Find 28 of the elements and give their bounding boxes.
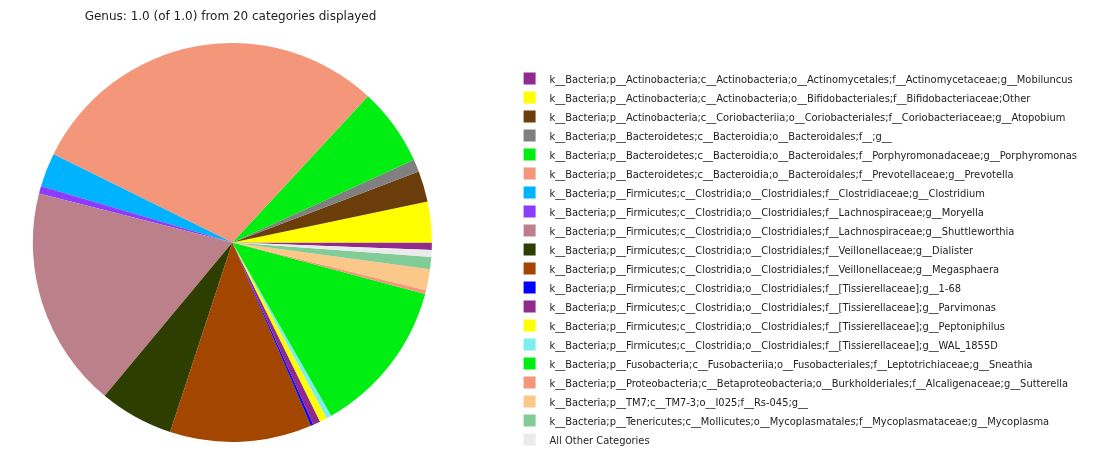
legend-label: All Other Categories [549,433,650,447]
pie-slice [232,201,432,243]
legend-label: k__Bacteria;p__Tenericutes;c__Mollicutes;o__Mycoplasmatales;f__Mycoplasmataceae;g__Mycoplasma [549,414,1050,428]
legend-label: k__Bacteria;p__Firmicutes;c__Clostridia;o__Clostridiales;f__Clostridiaceae;g__Clostridium [549,186,985,200]
legend-label: k__Bacteria;p__Bacteroidetes;c__Bacteroidia;o__Bacteroidales;f__Prevotellaceae;g__Prevotella [549,167,1014,181]
legend-label: k__Bacteria;p__TM7;c__TM7-3;o__I025;f__Rs-045;g__ [549,395,810,409]
pie-slice [32,193,233,396]
pie-slice [53,43,368,243]
legend-label: k__Bacteria;p__Proteobacteria;c__Betaproteobacteria;o__Burkholderiales;f__Alcaligenaceae;g__Sutterella [549,376,1068,390]
pie-slice [40,154,233,243]
legend-label: k__Bacteria;p__Firmicutes;c__Clostridia;o__Clostridiales;f__[Tissierellaceae];g__Peptoniphilus [549,319,1006,333]
legend-label: k__Bacteria;p__Actinobacteria;c__Coriobacteriia;o__Coriobacteriales;f__Coriobacteriaceae;g__Atopobium [549,110,1066,124]
pie-slice [170,242,311,442]
legend-label: k__Bacteria;p__Firmicutes;c__Clostridia;o__Clostridiales;f__[Tissierellaceae];g__1-68 [549,281,962,295]
legend-label: k__Bacteria;p__Firmicutes;c__Clostridia;o__Clostridiales;f__Lachnospiraceae;g__Shuttleworthia [549,224,1015,238]
chart-title: Genus: 1.0 (of 1.0) from 20 categories displayed [84,8,377,23]
pie-slice [104,242,233,433]
legend-label: k__Bacteria;p__Bacteroidetes;c__Bacteroidia;o__Bacteroidales;f__Porphyromonadaceae;g__Porphyromonas [549,148,1077,162]
legend-label: k__Bacteria;p__Fusobacteria;c__Fusobacteriia;o__Fusobacteriales;f__Leptotrichiaceae;g__Sneathia [549,357,1033,371]
legend-label: k__Bacteria;p__Firmicutes;c__Clostridia;o__Clostridiales;f__Veillonellaceae;g__Dialister [549,243,975,257]
legend-label: k__Bacteria;p__Actinobacteria;c__Actinobacteria;o__Actinomycetales;f__Actinomycetaceae;g__Mobiluncus [549,72,1073,86]
legend-label: k__Bacteria;p__Firmicutes;c__Clostridia;o__Clostridiales;f__Veillonellaceae;g__Megasphaera [549,262,1000,276]
legend-label: k__Bacteria;p__Firmicutes;c__Clostridia;o__Clostridiales;f__[Tissierellaceae];g__Parvimonas [549,300,997,314]
legend-label: k__Bacteria;p__Firmicutes;c__Clostridia;o__Clostridiales;f__Lachnospiraceae;g__Moryella [549,205,984,219]
legend-label: k__Bacteria;p__Firmicutes;c__Clostridia;o__Clostridiales;f__[Tissierellaceae];g__WAL_1855D [549,338,999,352]
legend-label: k__Bacteria;p__Actinobacteria;c__Actinobacteria;o__Bifidobacteriales;f__Bifidobacteriaceae;Other [549,91,1032,105]
legend-label: k__Bacteria;p__Bacteroidetes;c__Bacteroidia;o__Bacteroidales;f__;g__ [549,129,893,143]
pie-slice [232,171,428,243]
